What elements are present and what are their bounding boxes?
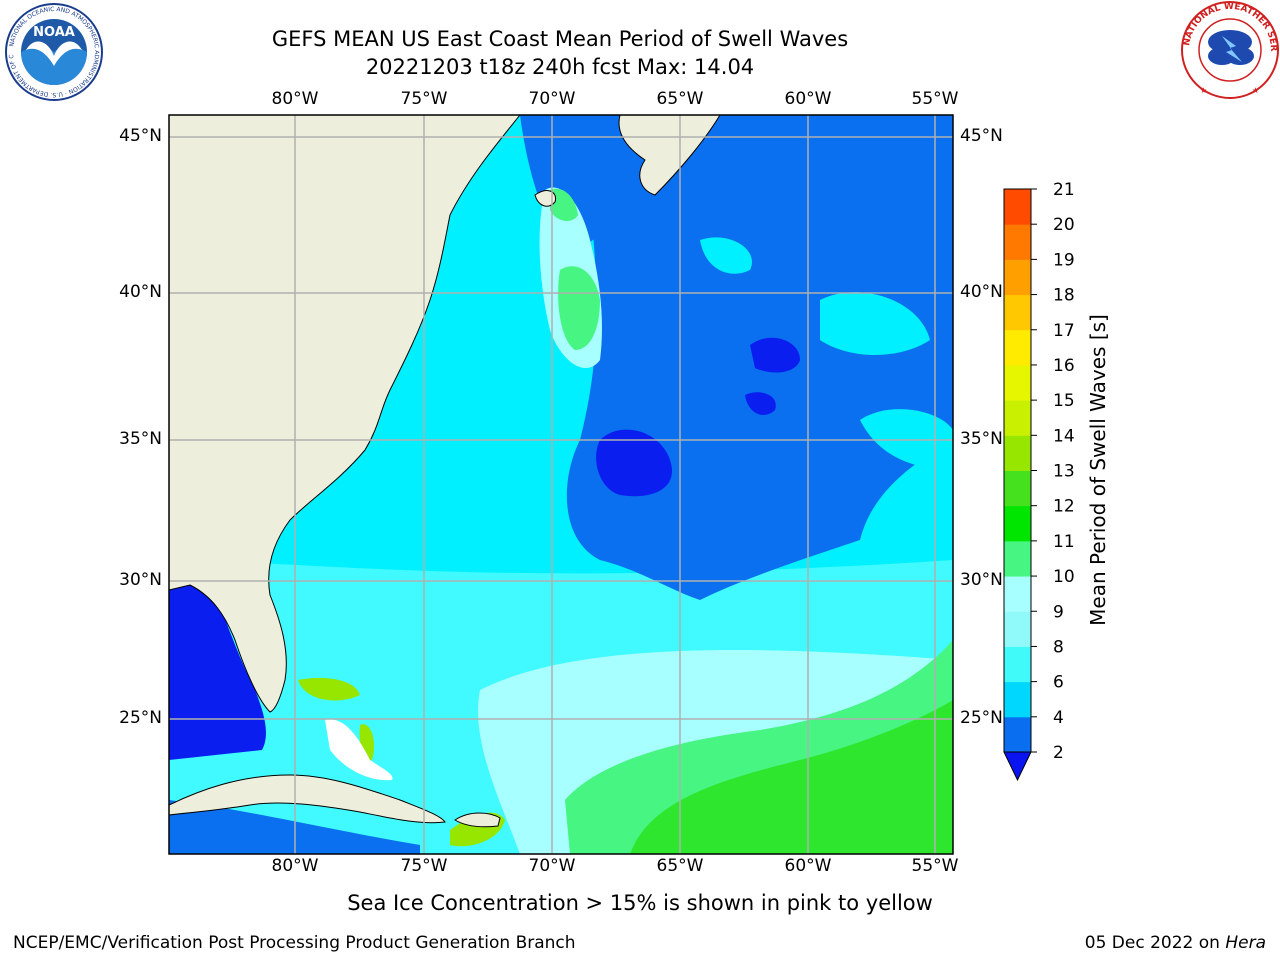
noaa-logo: NATIONAL OCEANIC AND ATMOSPHERIC ADMINIS… bbox=[2, 2, 103, 101]
lon-label-bottom-5: 55°W bbox=[911, 856, 959, 876]
lat-label-right-1: 40°N bbox=[960, 282, 1003, 302]
lon-label-bottom-4: 60°W bbox=[784, 856, 832, 876]
lat-label-right-3: 30°N bbox=[960, 570, 1003, 590]
colorbar-tick-label-0: 2 bbox=[1053, 743, 1064, 763]
lat-label-right-4: 25°N bbox=[960, 708, 1003, 728]
lat-label-left-2: 35°N bbox=[119, 429, 162, 449]
bahama-bank-white bbox=[325, 719, 393, 781]
colorbar-segment-4 bbox=[1004, 576, 1031, 612]
map-border bbox=[168, 114, 954, 855]
lon-label-bottom-2: 70°W bbox=[528, 856, 576, 876]
sea-ice-note: Sea Ice Concentration > 15% is shown in … bbox=[347, 891, 933, 915]
land-cape-cod bbox=[534, 190, 557, 207]
footer-date-text: 05 Dec 2022 on bbox=[1084, 933, 1226, 953]
colorbar-segment-6 bbox=[1004, 505, 1031, 542]
map-subtitle-forecast: 20221203 t18z 240h fcst Max: 14.04 bbox=[365, 55, 755, 79]
nws-logo: NATIONAL WEATHER SERVICE ★ ★ bbox=[1178, 0, 1279, 99]
colorbar-tick-label-6: 11 bbox=[1053, 532, 1075, 552]
colorbar-segment-15 bbox=[1004, 189, 1031, 225]
lat-label-left-4: 25°N bbox=[119, 708, 162, 728]
svg-text:★: ★ bbox=[1200, 86, 1207, 95]
footer-date: 05 Dec 2022 on Hera bbox=[1085, 933, 1266, 953]
colorbar-tick-label-14: 19 bbox=[1053, 250, 1075, 270]
colorbar-tick-label-16: 21 bbox=[1053, 180, 1075, 200]
map-title: GEFS MEAN US East Coast Mean Period of S… bbox=[271, 27, 849, 51]
colorbar-segment-11 bbox=[1004, 329, 1031, 366]
lon-label-top-0: 80°W bbox=[271, 89, 319, 109]
colorbar-segment-9 bbox=[1004, 400, 1031, 436]
colorbar-tick-label-1: 4 bbox=[1053, 708, 1064, 728]
colorbar-tick-label-2: 6 bbox=[1053, 673, 1064, 693]
gulf-deep-blue bbox=[169, 580, 266, 760]
colorbar-tick-label-5: 10 bbox=[1053, 567, 1075, 587]
colorbar-segment-13 bbox=[1004, 259, 1031, 296]
colorbar-segment-5 bbox=[1004, 540, 1031, 577]
colorbar-segment-0 bbox=[1004, 716, 1031, 753]
lon-label-top-3: 65°W bbox=[656, 89, 704, 109]
green-patch-georges-1 bbox=[558, 266, 600, 350]
land-hispaniola bbox=[454, 812, 501, 828]
lon-label-bottom-0: 80°W bbox=[271, 856, 319, 876]
colorbar-tick-label-3: 8 bbox=[1053, 637, 1064, 657]
colorbar-tick-label-11: 16 bbox=[1053, 356, 1075, 376]
ocean-cyan-patch-1 bbox=[820, 292, 930, 355]
colorbar-segment-10 bbox=[1004, 364, 1031, 401]
lat-label-left-3: 30°N bbox=[119, 570, 162, 590]
colorbar-extend-arrow bbox=[1003, 751, 1032, 782]
svg-text:★: ★ bbox=[1252, 86, 1259, 95]
colorbar-segment-1 bbox=[1004, 681, 1031, 718]
footer-credit: NCEP/EMC/Verification Post Processing Pr… bbox=[13, 933, 576, 953]
ocean-cyan-patch-2 bbox=[700, 237, 752, 274]
ocean-deep-blue-3 bbox=[745, 392, 776, 415]
lon-label-top-2: 70°W bbox=[528, 89, 576, 109]
colorbar-tick-label-12: 17 bbox=[1053, 321, 1075, 341]
lat-label-left-1: 40°N bbox=[119, 282, 162, 302]
colorbar: 2 4 6 8 9 10 11 12 13 14 15 16 17 18 19 20 21 bbox=[1003, 180, 1075, 782]
gridlines bbox=[169, 115, 953, 854]
colorbar-tick-label-9: 14 bbox=[1053, 426, 1075, 446]
lon-label-top-1: 75°W bbox=[400, 89, 448, 109]
ocean-deep-blue-2 bbox=[750, 337, 800, 373]
colorbar-title: Mean Period of Swell Waves [s] bbox=[1086, 314, 1110, 626]
lat-label-right-2: 35°N bbox=[960, 429, 1003, 449]
lon-label-top-4: 60°W bbox=[784, 89, 832, 109]
colorbar-segment-7 bbox=[1004, 470, 1031, 507]
lon-label-top-5: 55°W bbox=[911, 89, 959, 109]
noaa-logo-text: NOAA bbox=[33, 25, 75, 40]
ocean-green-core bbox=[630, 700, 953, 854]
green-patch-georges-2 bbox=[550, 188, 578, 222]
ocean-deep-blue-1 bbox=[596, 429, 672, 497]
lat-label-right-0: 45°N bbox=[960, 126, 1003, 146]
colorbar-tick-label-4: 9 bbox=[1053, 602, 1064, 622]
colorbar-segment-14 bbox=[1004, 224, 1031, 260]
colorbar-tick-label-10: 15 bbox=[1053, 391, 1075, 411]
colorbar-segment-8 bbox=[1004, 435, 1031, 471]
colorbar-tick-label-13: 18 bbox=[1053, 286, 1075, 306]
bahamas-patch-1 bbox=[298, 677, 360, 701]
land-cuba bbox=[169, 774, 446, 824]
colorbar-segment-3 bbox=[1004, 611, 1031, 647]
lon-label-bottom-3: 65°W bbox=[656, 856, 704, 876]
colorbar-tick-label-7: 12 bbox=[1053, 497, 1075, 517]
land-nova-scotia bbox=[618, 115, 721, 196]
colorbar-segment-12 bbox=[1004, 294, 1031, 331]
colorbar-tick-label-8: 13 bbox=[1053, 462, 1075, 482]
lat-label-left-0: 45°N bbox=[119, 126, 162, 146]
footer-machine: Hera bbox=[1225, 933, 1266, 953]
colorbar-tick-label-15: 20 bbox=[1053, 215, 1075, 235]
colorbar-segment-2 bbox=[1004, 646, 1031, 683]
lon-label-bottom-1: 75°W bbox=[400, 856, 448, 876]
